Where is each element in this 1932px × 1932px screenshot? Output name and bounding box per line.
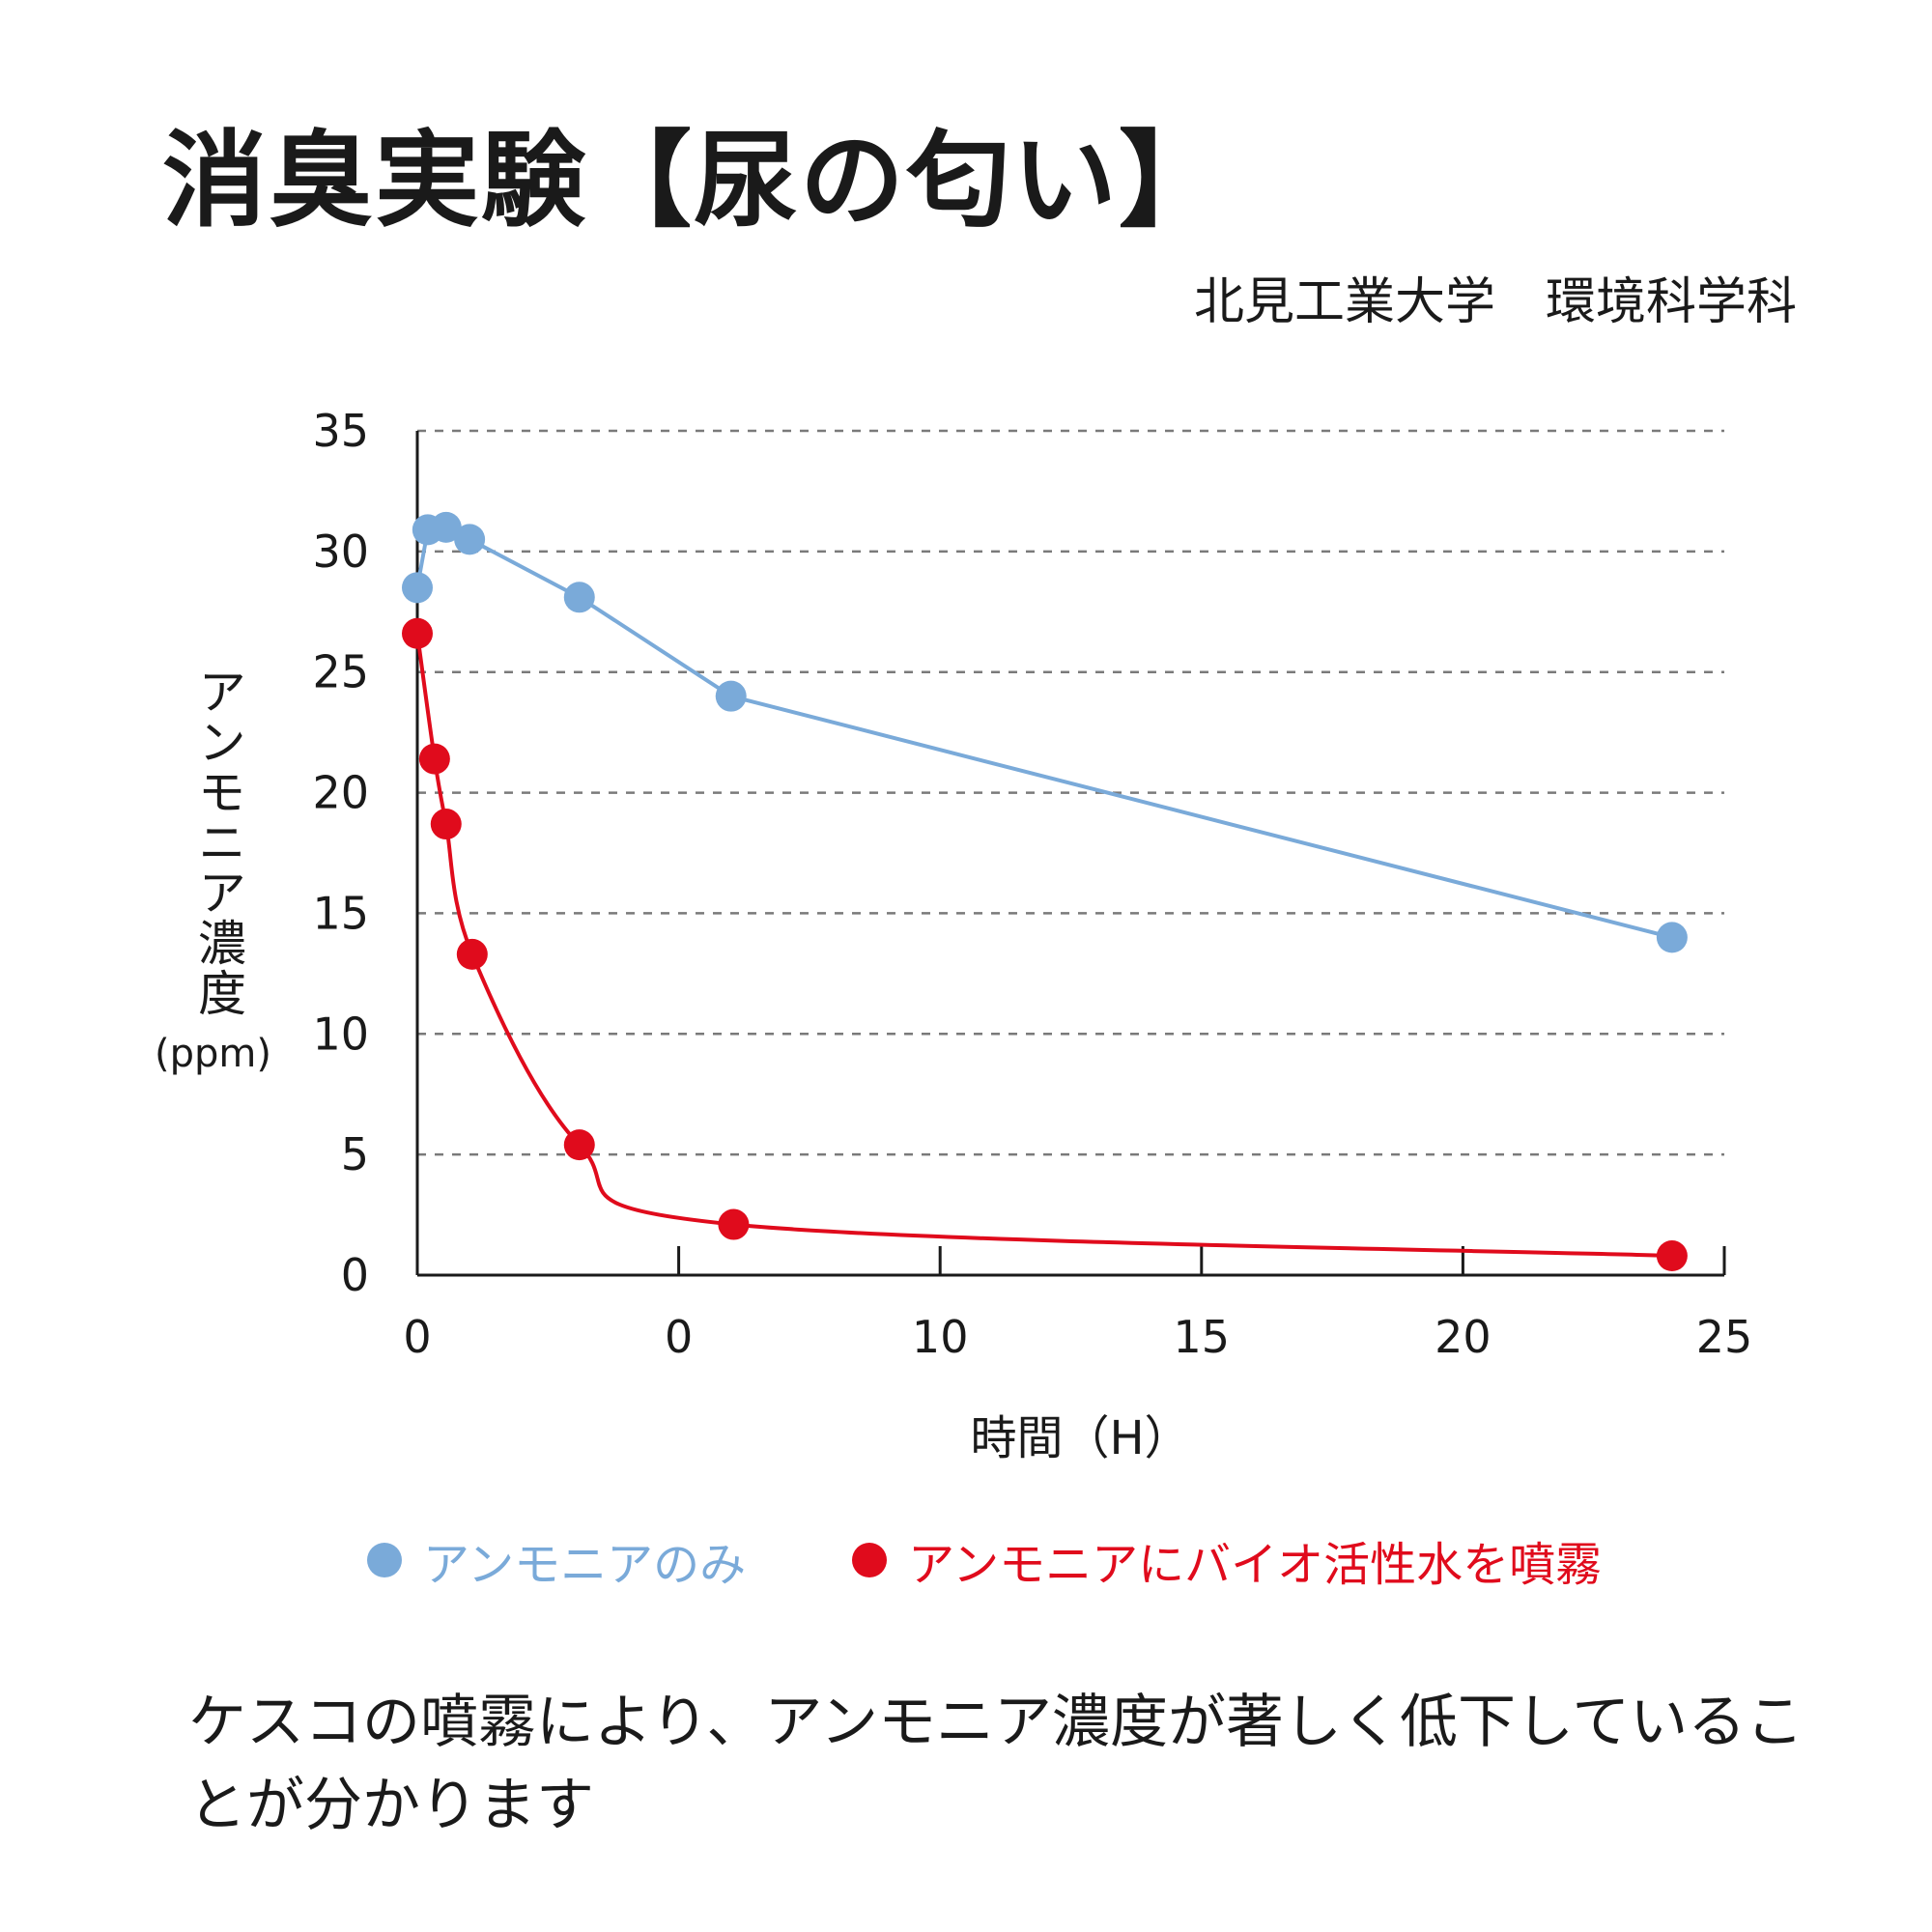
legend-marker-ammonia-sprayed: [852, 1543, 888, 1577]
data-point-series-1: [718, 1208, 750, 1240]
y-tick-label: 15: [312, 887, 369, 939]
data-point-series-0: [454, 524, 486, 555]
axes: [415, 431, 1726, 1277]
data-point-series-1: [402, 617, 433, 649]
data-point-series-0: [430, 511, 462, 543]
grid-lines: [417, 429, 1724, 1156]
x-tick-label: 0: [665, 1311, 693, 1363]
series: [402, 511, 1688, 1272]
legend: アンモニアのみ アンモニアにバイオ活性水を噴霧: [367, 1526, 1602, 1594]
data-point-series-0: [1656, 922, 1688, 953]
y-tick-label: 35: [312, 405, 369, 457]
legend-marker-ammonia-only: [367, 1543, 402, 1577]
data-point-series-1: [563, 1129, 595, 1161]
legend-item-ammonia-sprayed: アンモニアにバイオ活性水を噴霧: [852, 1526, 1602, 1594]
data-point-series-1: [418, 743, 450, 775]
y-axis-unit: (ppm): [155, 1032, 271, 1076]
x-tick-label: 0: [403, 1311, 431, 1363]
y-tick-label: 25: [312, 646, 369, 698]
caption-text: ケスコの噴霧により、アンモニア濃度が著しく低下していることが分かります: [188, 1689, 1804, 1839]
legend-item-ammonia-only: アンモニアのみ: [367, 1526, 746, 1594]
series-line-1: [415, 633, 1672, 1259]
x-tick-label: 25: [1696, 1311, 1753, 1363]
y-axis-title: アンモニア濃度: [190, 667, 246, 1018]
page-title: 消臭実験【尿の匂い】: [162, 121, 1226, 242]
data-point-series-0: [402, 572, 433, 604]
y-tick-label: 5: [341, 1128, 369, 1180]
data-point-series-1: [1656, 1240, 1688, 1272]
data-point-series-0: [563, 582, 595, 613]
data-point-series-1: [430, 809, 462, 840]
page-subtitle: 北見工業大学 環境科学科: [1193, 273, 1797, 331]
legend-label-ammonia-only: アンモニアのみ: [423, 1538, 747, 1592]
x-tick-label: 15: [1174, 1311, 1231, 1363]
y-tick-label: 20: [312, 767, 369, 819]
x-tick-label: 20: [1435, 1311, 1492, 1363]
y-tick-label: 10: [312, 1008, 369, 1060]
legend-label-ammonia-sprayed: アンモニアにバイオ活性水を噴霧: [908, 1538, 1603, 1592]
data-point-series-1: [456, 938, 488, 970]
series-line-0: [415, 525, 1673, 940]
y-tick-label: 30: [312, 526, 369, 578]
data-point-series-0: [715, 680, 747, 712]
y-tick-label: 0: [341, 1249, 369, 1301]
x-axis-title: 時間（H）: [970, 1411, 1190, 1465]
x-tick-label: 10: [912, 1311, 969, 1363]
